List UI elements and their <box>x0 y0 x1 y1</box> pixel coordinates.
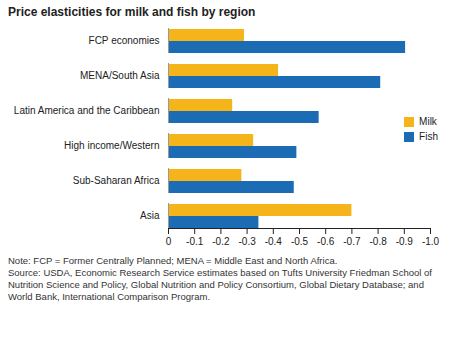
html-text:Price elasticities for milk an: Price elasticities for milk and fish by … <box>8 5 256 19</box>
svg-text:High income/Western: High income/Western <box>64 140 159 151</box>
svg-text:-1.0: -1.0 <box>422 236 440 247</box>
svg-text:MENA/South Asia: MENA/South Asia <box>80 70 160 81</box>
svg-text:FCP economies: FCP economies <box>89 35 160 46</box>
svg-text:-0.3: -0.3 <box>238 236 256 247</box>
html-text:Milk: Milk <box>419 116 437 127</box>
html-text:Fish: Fish <box>419 131 438 142</box>
svg-text:Asia: Asia <box>140 210 160 221</box>
svg-text:-0.9: -0.9 <box>396 236 414 247</box>
html-text:Source: USDA, Economic Researc: Source: USDA, Economic Research Service … <box>8 266 432 302</box>
svg-text:-0.8: -0.8 <box>369 236 387 247</box>
svg-text:Latin America and the Caribbea: Latin America and the Caribbean <box>14 105 160 116</box>
svg-text:-0.6: -0.6 <box>317 236 335 247</box>
svg-text:-0.7: -0.7 <box>343 236 361 247</box>
html-text:Note: FCP = Former Centrally P: Note: FCP = Former Centrally Planned; ME… <box>8 255 338 266</box>
svg-text:Sub-Saharan Africa: Sub-Saharan Africa <box>73 175 160 186</box>
svg-text:-0.2: -0.2 <box>212 236 230 247</box>
svg-text:0: 0 <box>166 236 172 247</box>
svg-text:-0.4: -0.4 <box>265 236 283 247</box>
svg-text:-0.5: -0.5 <box>291 236 309 247</box>
svg-text:-0.1: -0.1 <box>186 236 204 247</box>
